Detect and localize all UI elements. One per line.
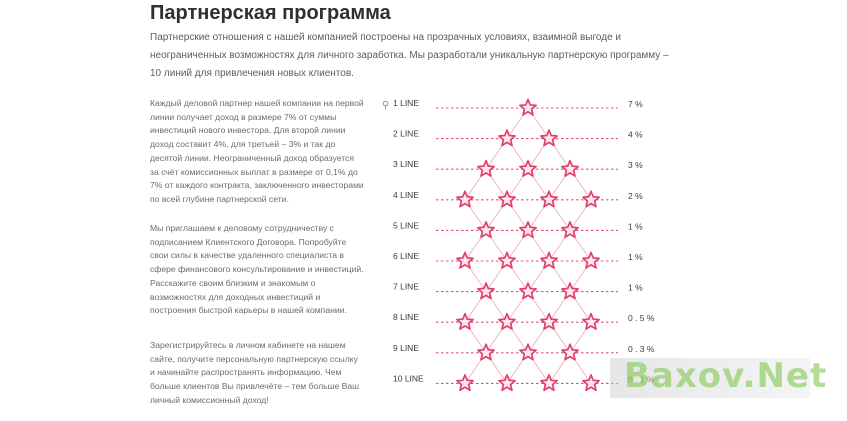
line-label: 8 LINE (393, 312, 419, 322)
search-icon[interactable]: ⚲ (382, 100, 390, 111)
star-icon (540, 374, 558, 392)
star-icon (540, 251, 558, 269)
watermark-text: Baxov.Net (624, 356, 828, 396)
star-icon (519, 221, 537, 239)
star-icon (498, 129, 516, 147)
line-label: 4 LINE (393, 190, 419, 200)
star-icon (498, 374, 516, 392)
paragraph-income: Каждый деловой партнер нашей компании на… (150, 98, 364, 204)
line-percent-label: 1 % (628, 252, 643, 262)
star-icon (519, 343, 537, 361)
star-icon (561, 343, 579, 361)
line-label: 9 LINE (393, 343, 419, 353)
page-title: Партнерская программа (150, 2, 391, 24)
line-percent-label: 7 % (628, 99, 643, 109)
star-icon (456, 190, 474, 208)
watermark-band (610, 358, 810, 398)
star-icon (519, 98, 537, 116)
star-icon (582, 374, 600, 392)
line-percent-label: 1 % (628, 221, 643, 231)
star-icon (456, 251, 474, 269)
line-percent-label: 1 % (628, 283, 643, 293)
line-percent-label: 4 % (628, 130, 643, 140)
line-label: 10 LINE (393, 373, 424, 383)
star-icon (477, 343, 495, 361)
star-icon (519, 159, 537, 177)
star-icon (498, 312, 516, 330)
star-icon (540, 312, 558, 330)
paragraph-invitation: Мы приглашаем к деловому сотрудничеству … (150, 223, 364, 316)
star-icon (498, 251, 516, 269)
line-label: 2 LINE (393, 129, 419, 139)
line-percent-label: 0 . 3 % (628, 344, 655, 354)
star-icon (540, 190, 558, 208)
star-icon (456, 312, 474, 330)
star-icon (561, 282, 579, 300)
star-icon (477, 159, 495, 177)
line-label: 6 LINE (393, 251, 419, 261)
star-icon (477, 282, 495, 300)
star-icon (498, 190, 516, 208)
line-label: 1 LINE (393, 98, 419, 108)
star-icon (582, 312, 600, 330)
star-icon (519, 282, 537, 300)
star-icon (477, 221, 495, 239)
star-icon (561, 221, 579, 239)
star-icon (582, 190, 600, 208)
star-icon (540, 129, 558, 147)
line-label: 5 LINE (393, 220, 419, 230)
referral-lines-diagram: 1 LINE 7 % 2 LINE 4 % 3 LINE 3 % 4 LINE 2 % 5 LI… (393, 98, 655, 392)
star-icon (561, 159, 579, 177)
paragraph-registration: Зарегистрируйтесь в личном кабинете на н… (150, 340, 360, 405)
line-percent-label: 2 % (628, 191, 643, 201)
line-label: 3 LINE (393, 159, 419, 169)
line-percent-label: 3 % (628, 160, 643, 170)
star-icon (456, 374, 474, 392)
star-icon (582, 251, 600, 269)
line-label: 7 LINE (393, 282, 419, 292)
intro-text: Партнерские отношения с нашей компанией … (150, 32, 669, 79)
line-percent-label: 0 . 5 % (628, 313, 655, 323)
